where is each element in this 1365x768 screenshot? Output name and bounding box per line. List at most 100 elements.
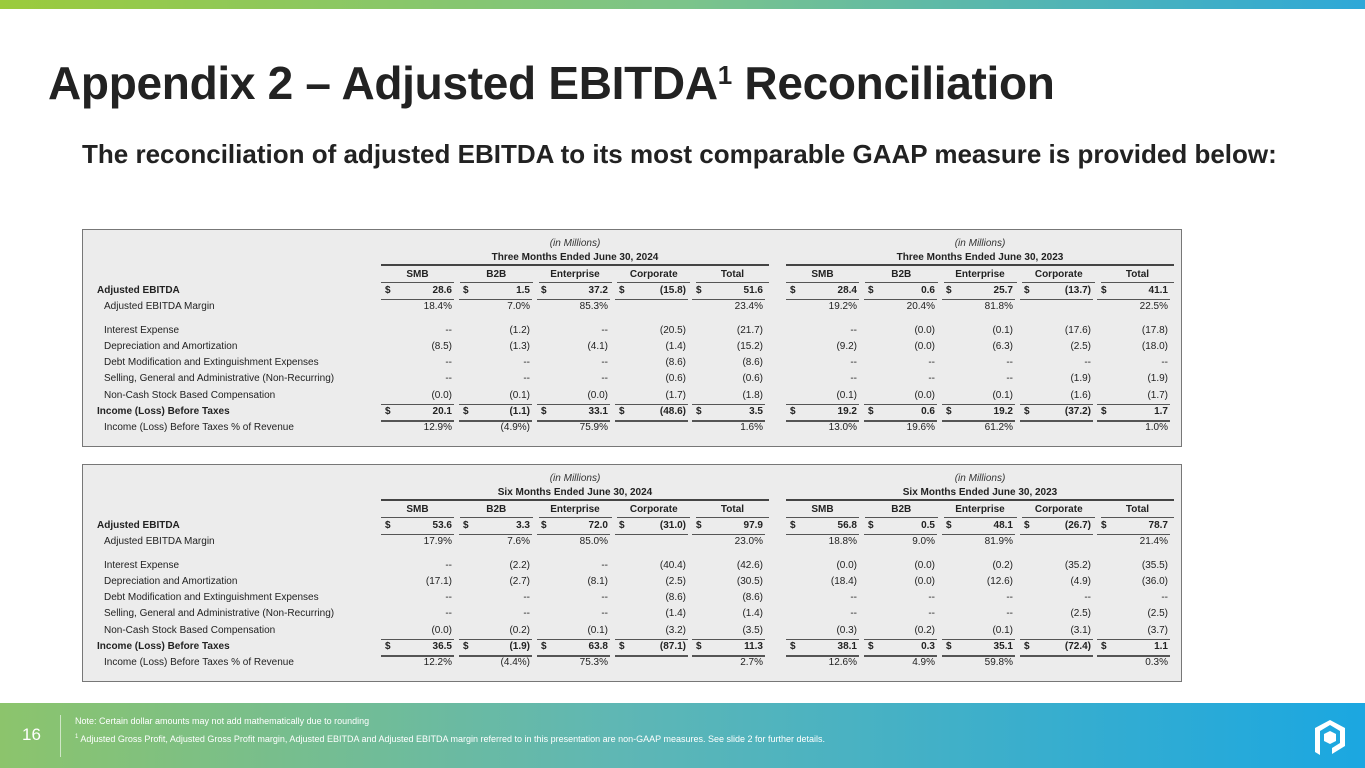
cell-value: (0.6) xyxy=(742,373,763,385)
value-cell: 1.6% xyxy=(692,420,765,436)
value-cell: (8.6) xyxy=(615,355,688,371)
currency-symbol: $ xyxy=(1101,285,1107,296)
value-cell: -- xyxy=(1097,355,1170,371)
value-cell: $36.5 xyxy=(381,639,454,658)
value-cell: (30.5) xyxy=(692,574,765,590)
currency-symbol: $ xyxy=(1101,641,1107,653)
value-cell: $72.0 xyxy=(537,518,610,535)
cell-value: (2.7) xyxy=(509,575,530,587)
currency-symbol: $ xyxy=(1024,641,1030,653)
value-cell: (36.0) xyxy=(1097,574,1170,590)
value-cell: (2.5) xyxy=(1020,606,1093,622)
cell-value: (17.8) xyxy=(1141,324,1168,336)
value-cell: (8.5) xyxy=(381,339,454,355)
value-cell: (17.8) xyxy=(1097,323,1170,339)
column-header: Total xyxy=(1101,268,1174,283)
value-cell: $0.5 xyxy=(864,518,937,535)
cell-value: -- xyxy=(1084,592,1091,604)
currency-symbol: $ xyxy=(463,641,469,653)
currency-symbol: $ xyxy=(619,285,625,296)
units-label: (in Millions) xyxy=(954,473,1006,484)
cell-value: -- xyxy=(523,373,530,385)
value-cell: 61.2% xyxy=(942,420,1015,436)
value-cell: -- xyxy=(864,590,937,606)
cell-value: (0.2) xyxy=(509,624,530,636)
value-cell: (12.6) xyxy=(942,574,1015,590)
value-cell: (3.7) xyxy=(1097,623,1170,640)
cell-value: 12.6% xyxy=(828,657,857,669)
value-cell: (0.1) xyxy=(459,388,532,405)
currency-symbol: $ xyxy=(1024,285,1030,296)
value-cell: $35.1 xyxy=(942,639,1015,658)
value-cell: 21.4% xyxy=(1097,534,1170,550)
cell-value: (0.1) xyxy=(509,389,530,401)
cell-value: (35.5) xyxy=(1141,559,1168,571)
cell-value: 35.1 xyxy=(993,641,1013,653)
column-header: Total xyxy=(696,503,769,518)
value-cell: (0.2) xyxy=(459,623,532,640)
cell-value: -- xyxy=(445,592,452,604)
column-header: Total xyxy=(696,268,769,283)
cell-value: (8.6) xyxy=(665,592,686,604)
value-cell: -- xyxy=(381,323,454,339)
cell-value: 59.8% xyxy=(984,657,1013,669)
row-label: Adjusted EBITDA Margin xyxy=(104,536,215,548)
value-cell: $ (87.1) xyxy=(615,639,688,658)
currency-symbol: $ xyxy=(868,406,874,418)
cell-value: (1.4) xyxy=(742,608,763,620)
cell-value: (0.1) xyxy=(836,389,857,401)
cell-value: 0.5 xyxy=(921,520,935,531)
value-cell: -- xyxy=(786,371,859,387)
value-cell: -- xyxy=(459,590,532,606)
currency-symbol: $ xyxy=(696,285,702,296)
cell-value: -- xyxy=(850,608,857,620)
column-header: Enterprise xyxy=(943,503,1017,518)
cell-value: -- xyxy=(601,324,608,336)
value-cell: -- xyxy=(942,590,1015,606)
value-cell: $37.2 xyxy=(537,283,610,300)
value-cell: (15.2) xyxy=(692,339,765,355)
currency-symbol: $ xyxy=(385,285,391,296)
value-cell: (18.0) xyxy=(1097,339,1170,355)
value-cell: 85.3% xyxy=(537,299,610,315)
value-cell: (17.6) xyxy=(1020,323,1093,339)
currency-symbol: $ xyxy=(463,520,469,531)
cell-value: (3.1) xyxy=(1070,624,1091,636)
value-cell: (18.4) xyxy=(786,574,859,590)
value-cell: 1.0% xyxy=(1097,420,1170,436)
value-cell: 18.4% xyxy=(381,299,454,315)
cell-value: (0.0) xyxy=(914,559,935,571)
cell-value: 0.6 xyxy=(921,285,935,296)
slide-title: Appendix 2 – Adjusted EBITDA1 Reconcilia… xyxy=(48,56,1055,110)
cell-value: (4.9%) xyxy=(500,422,530,434)
value-cell: -- xyxy=(459,606,532,622)
value-cell: (0.1) xyxy=(942,323,1015,339)
value-cell: -- xyxy=(537,590,610,606)
cell-value: 21.4% xyxy=(1139,536,1168,548)
row-label: Depreciation and Amortization xyxy=(104,575,238,587)
value-cell: (1.3) xyxy=(459,339,532,355)
value-cell: $ (1.9) xyxy=(459,639,532,658)
value-cell: -- xyxy=(381,355,454,371)
cell-value: 7.0% xyxy=(507,301,530,313)
value-cell: (3.2) xyxy=(615,623,688,640)
top-accent-bar xyxy=(0,0,1365,9)
value-cell: (8.6) xyxy=(692,355,765,371)
units-label: (in Millions) xyxy=(549,473,601,484)
value-cell: $48.1 xyxy=(942,518,1015,535)
row-label: Income (Loss) Before Taxes % of Revenue xyxy=(104,657,294,669)
cell-value: 4.9% xyxy=(912,657,935,669)
cell-value: -- xyxy=(1161,592,1168,604)
value-cell: $78.7 xyxy=(1097,518,1170,535)
value-cell: (0.6) xyxy=(692,371,765,387)
cell-value: (3.5) xyxy=(742,624,763,636)
cell-value: -- xyxy=(928,608,935,620)
period-group: (in Millions) Three Months Ended June 30,… xyxy=(786,238,1174,283)
value-cell: $0.6 xyxy=(864,404,937,423)
cell-value: (42.6) xyxy=(736,559,763,571)
currency-symbol: $ xyxy=(1024,520,1030,531)
value-cell: $0.6 xyxy=(864,283,937,300)
value-cell: $33.1 xyxy=(537,404,610,423)
cell-value: 7.6% xyxy=(507,536,530,548)
table-body: Adjusted EBITDA $53.6 $3.3 $72.0 $ (31.0) $97.… xyxy=(83,518,1183,672)
